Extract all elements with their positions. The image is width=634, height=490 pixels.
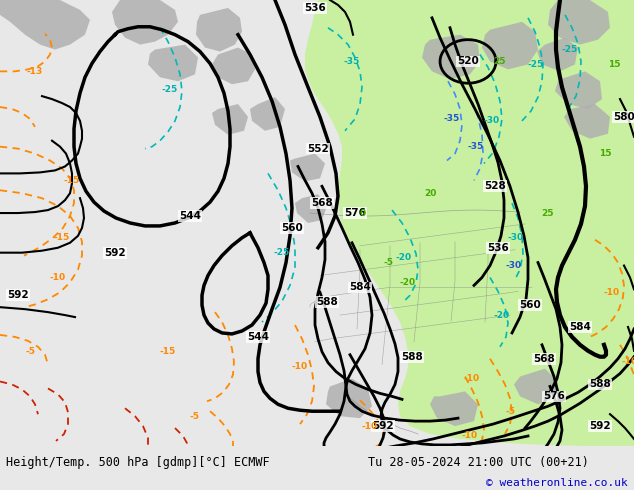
Polygon shape bbox=[422, 35, 480, 79]
Text: -5: -5 bbox=[505, 407, 515, 416]
Text: -30: -30 bbox=[484, 117, 500, 125]
Text: -15: -15 bbox=[54, 233, 70, 243]
Polygon shape bbox=[290, 153, 325, 181]
Polygon shape bbox=[0, 0, 90, 49]
Text: 25: 25 bbox=[541, 209, 554, 218]
Text: 536: 536 bbox=[487, 243, 509, 253]
Polygon shape bbox=[514, 368, 558, 404]
Text: -10: -10 bbox=[622, 357, 634, 366]
Text: 584: 584 bbox=[349, 282, 371, 293]
Text: Height/Temp. 500 hPa [gdmp][°C] ECMWF: Height/Temp. 500 hPa [gdmp][°C] ECMWF bbox=[6, 456, 270, 469]
Text: -35: -35 bbox=[444, 114, 460, 123]
Text: -35: -35 bbox=[468, 142, 484, 151]
Text: -10: -10 bbox=[604, 288, 620, 297]
Polygon shape bbox=[212, 104, 248, 135]
Polygon shape bbox=[326, 378, 372, 418]
Text: 592: 592 bbox=[589, 421, 611, 431]
Text: -20: -20 bbox=[396, 253, 412, 262]
Text: -10: -10 bbox=[362, 421, 378, 431]
Text: -15: -15 bbox=[64, 176, 80, 185]
Text: 568: 568 bbox=[533, 354, 555, 364]
Text: 528: 528 bbox=[484, 181, 506, 191]
Text: 544: 544 bbox=[247, 332, 269, 342]
Text: 588: 588 bbox=[316, 297, 338, 307]
Text: -35: -35 bbox=[344, 57, 360, 66]
Polygon shape bbox=[270, 0, 634, 446]
Text: -30: -30 bbox=[506, 261, 522, 270]
Polygon shape bbox=[564, 104, 610, 139]
Text: 584: 584 bbox=[569, 322, 591, 332]
Text: 568: 568 bbox=[311, 198, 333, 208]
Polygon shape bbox=[430, 392, 478, 426]
Text: -25: -25 bbox=[562, 45, 578, 54]
Text: 25: 25 bbox=[494, 57, 507, 66]
Text: -5: -5 bbox=[383, 258, 393, 267]
Text: 576: 576 bbox=[344, 208, 366, 218]
Text: -5: -5 bbox=[25, 347, 35, 356]
Text: -20: -20 bbox=[400, 278, 416, 287]
Polygon shape bbox=[250, 97, 285, 131]
Polygon shape bbox=[148, 45, 198, 81]
Text: -25: -25 bbox=[528, 60, 544, 69]
Text: -10: -10 bbox=[50, 273, 66, 282]
Text: 544: 544 bbox=[179, 211, 201, 221]
Text: 520: 520 bbox=[457, 56, 479, 67]
Text: 588: 588 bbox=[589, 379, 611, 390]
Polygon shape bbox=[295, 194, 327, 223]
Text: 592: 592 bbox=[372, 421, 394, 431]
Polygon shape bbox=[548, 0, 610, 45]
Text: © weatheronline.co.uk: © weatheronline.co.uk bbox=[486, 478, 628, 489]
Text: -25: -25 bbox=[162, 85, 178, 94]
Text: 560: 560 bbox=[281, 223, 303, 233]
Text: -13: -13 bbox=[27, 67, 43, 76]
Text: 15: 15 bbox=[608, 60, 620, 69]
Text: 0: 0 bbox=[360, 209, 366, 218]
Polygon shape bbox=[482, 22, 538, 70]
Text: -20: -20 bbox=[494, 311, 510, 319]
Text: 588: 588 bbox=[401, 352, 423, 362]
Text: 536: 536 bbox=[304, 3, 326, 13]
Polygon shape bbox=[196, 8, 242, 51]
Text: 560: 560 bbox=[519, 300, 541, 310]
Polygon shape bbox=[112, 0, 178, 45]
Text: -10: -10 bbox=[464, 374, 480, 383]
Polygon shape bbox=[537, 38, 578, 72]
Text: 15: 15 bbox=[598, 149, 611, 158]
Text: -15: -15 bbox=[160, 347, 176, 356]
Text: 592: 592 bbox=[104, 247, 126, 258]
Text: -10: -10 bbox=[462, 432, 478, 441]
Text: 580: 580 bbox=[613, 112, 634, 122]
Polygon shape bbox=[555, 72, 602, 109]
Text: Tu 28-05-2024 21:00 UTC (00+21): Tu 28-05-2024 21:00 UTC (00+21) bbox=[368, 456, 588, 469]
Text: 20: 20 bbox=[424, 189, 436, 198]
Text: -25: -25 bbox=[274, 248, 290, 257]
Text: 576: 576 bbox=[543, 392, 565, 401]
Text: -5: -5 bbox=[190, 412, 200, 421]
Text: 592: 592 bbox=[7, 290, 29, 300]
Polygon shape bbox=[212, 48, 255, 84]
Text: 552: 552 bbox=[307, 144, 329, 154]
Text: -10: -10 bbox=[292, 362, 308, 371]
Text: -30: -30 bbox=[508, 233, 524, 243]
